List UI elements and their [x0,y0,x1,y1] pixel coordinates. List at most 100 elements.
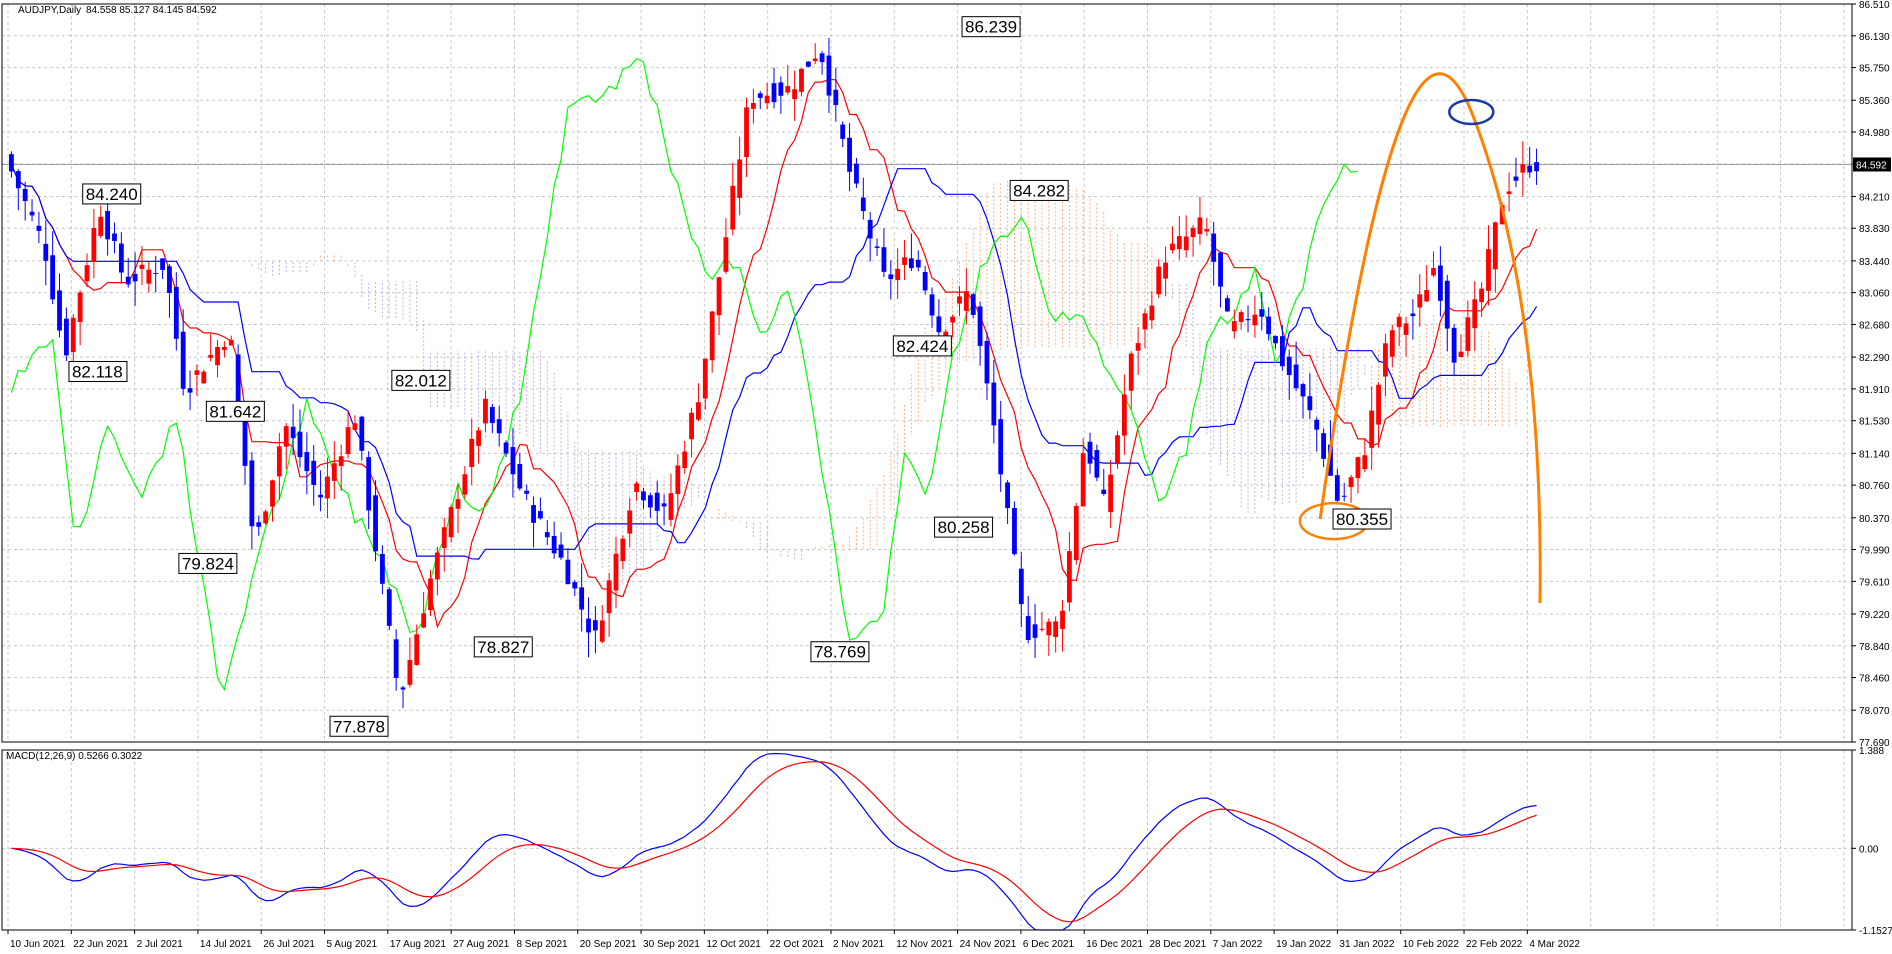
macd-panel [11,752,1537,931]
candle-body [1506,191,1512,195]
candle-body [1362,455,1368,470]
annotation-label: 80.355 [1336,510,1388,529]
candle-body [908,258,914,269]
candle-body [826,55,832,96]
price-tick-label: 86.510 [1859,0,1890,11]
candle-body [201,371,207,384]
candle-body [510,447,516,475]
candle-body [606,580,612,614]
candle-body [1025,616,1031,640]
annotation-box [810,641,870,663]
candle-body [1101,489,1107,494]
candle-body [599,620,605,642]
annotation-box [473,636,533,658]
candle-body [1108,474,1114,512]
price-panel-frame [1,3,1853,743]
candle-body [538,511,543,519]
candle-body [1176,236,1182,250]
price-tick-label: 84.980 [1859,128,1890,139]
candle-body [812,58,818,62]
candle-body [9,154,14,172]
candle-body [1458,351,1464,358]
candle-body [1238,312,1244,322]
annotation-box [68,360,128,382]
candle-body [414,634,420,665]
candle-body [805,61,811,67]
annotation-box [1009,179,1069,201]
candle-body [228,339,234,346]
candle-body [112,233,117,242]
candle-body [77,292,83,322]
candle-body [1534,162,1539,172]
price-tick-label: 83.440 [1859,257,1890,268]
candle-body [63,318,69,356]
candle-body [297,431,303,458]
price-tick-label: 80.760 [1859,481,1890,492]
candle-body [1094,450,1100,478]
candle-body [1190,227,1196,238]
time-tick-label: 4 Mar 2022 [1529,939,1580,950]
candle-body [840,124,846,139]
candle-body [1410,313,1416,317]
price-tick-label: 81.140 [1859,449,1890,460]
candle-body [647,495,653,508]
candle-body [531,505,536,523]
candle-body [352,423,358,430]
candle-body [1444,280,1450,329]
candle-body [173,286,179,339]
candle-body [998,419,1004,475]
candle-body [469,438,475,468]
time-tick-label: 22 Feb 2022 [1466,939,1523,950]
candle-body [1067,551,1072,603]
candle-body [311,460,317,485]
annotation-label: 77.878 [333,717,385,736]
candle-body [146,269,152,284]
macd-tick-label: -1.1527 [1859,926,1892,937]
candle-body [950,316,956,323]
time-tick-label: 28 Dec 2021 [1150,939,1207,950]
candle-body [1053,621,1059,638]
candle-body [1286,356,1292,376]
candle-body [723,237,729,272]
price-tick-label: 78.460 [1859,674,1890,685]
time-tick-label: 6 Dec 2021 [1023,939,1075,950]
candle-body [263,511,269,524]
candle-body [1376,384,1381,425]
time-tick-label: 22 Oct 2021 [770,939,825,950]
candle-body [1197,217,1203,235]
annotation-label: 86.239 [965,18,1017,37]
candle-body [1513,176,1519,181]
candle-body [221,347,227,350]
candle-body [833,89,839,106]
candle-body [943,331,949,336]
candle-body [634,483,640,492]
candle-body [194,370,200,375]
candle-body [682,451,688,468]
candle-body [675,465,681,494]
macd-signal-line [11,761,1537,923]
candle-body [1259,309,1265,317]
candle-body [689,412,694,440]
candle-body [325,476,330,499]
candle-body [1279,336,1285,367]
time-tick-label: 31 Jan 2022 [1339,939,1394,950]
annotation-box [961,16,1021,38]
price-tick-label: 83.060 [1859,289,1890,300]
candle-body [256,522,262,527]
candle-body [441,527,447,548]
candle-body [957,296,962,304]
candle-body [1341,495,1347,497]
candle-body [43,243,49,261]
time-tick-label: 2 Nov 2021 [833,939,885,950]
candle-body [1211,233,1217,262]
candle-body [496,419,502,434]
annotation-box [82,183,142,205]
time-tick-label: 26 Jul 2021 [263,939,315,950]
candle-body [668,493,674,520]
candle-body [1231,321,1237,332]
annotation-label: 82.118 [72,362,123,381]
candle-body [270,480,275,507]
annotation-box [892,335,952,357]
